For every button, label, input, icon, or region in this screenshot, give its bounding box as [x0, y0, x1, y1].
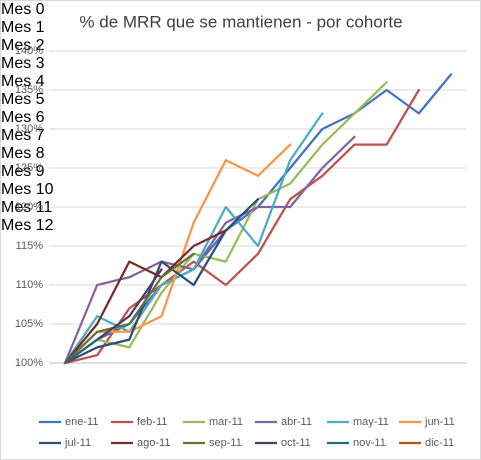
x-tick-label: Mes 0 — [1, 1, 45, 18]
x-tick-label: Mes 12 — [1, 217, 54, 234]
series-line — [63, 252, 195, 365]
x-tick-label: Mes 10 — [1, 181, 54, 198]
series-line — [63, 81, 388, 365]
legend-label: abr-11 — [281, 416, 312, 428]
x-tick-label: Mes 11 — [1, 199, 53, 216]
y-tick-label: 125% — [15, 162, 43, 174]
legend-label: may-11 — [353, 416, 389, 428]
series-line — [63, 88, 420, 365]
x-tick-label: Mes 7 — [1, 127, 45, 144]
x-tick-label: Mes 4 — [1, 73, 45, 90]
chart-title: % de MRR que se mantienen - por cohorte — [79, 12, 402, 31]
legend-label: dic-11 — [425, 437, 454, 449]
x-tick-label: Mes 9 — [1, 163, 45, 180]
x-tick-label: Mes 8 — [1, 145, 45, 162]
series-line — [63, 229, 227, 365]
y-tick-label: 100% — [15, 357, 43, 369]
x-tick-label: Mes 5 — [1, 91, 45, 108]
x-tick-label: Mes 3 — [1, 55, 45, 72]
legend-label: jun-11 — [424, 416, 455, 428]
legend-label: nov-11 — [353, 437, 386, 449]
x-tick-label: Mes 6 — [1, 109, 45, 126]
y-tick-label: 135% — [15, 84, 43, 96]
legend-label: sep-11 — [209, 437, 242, 449]
legend-label: jul-11 — [64, 437, 91, 449]
y-tick-label: 120% — [15, 201, 43, 213]
y-tick-label: 140% — [15, 45, 43, 57]
x-tick-label: Mes 1 — [1, 19, 45, 36]
y-tick-label: 115% — [16, 240, 44, 252]
legend-label: ago-11 — [137, 437, 170, 449]
series-line — [63, 135, 356, 365]
legend-label: mar-11 — [209, 416, 243, 428]
series-line — [63, 338, 99, 365]
x-tick-label: Mes 2 — [1, 37, 45, 54]
series-line — [63, 112, 324, 365]
legend-label: oct-11 — [281, 437, 311, 449]
y-tick-label: 110% — [16, 279, 44, 291]
series-line — [63, 143, 292, 365]
y-tick-label: 130% — [15, 123, 43, 135]
legend-label: feb-11 — [137, 416, 167, 428]
legend-label: ene-11 — [65, 416, 98, 428]
y-tick-label: 105% — [15, 318, 43, 330]
